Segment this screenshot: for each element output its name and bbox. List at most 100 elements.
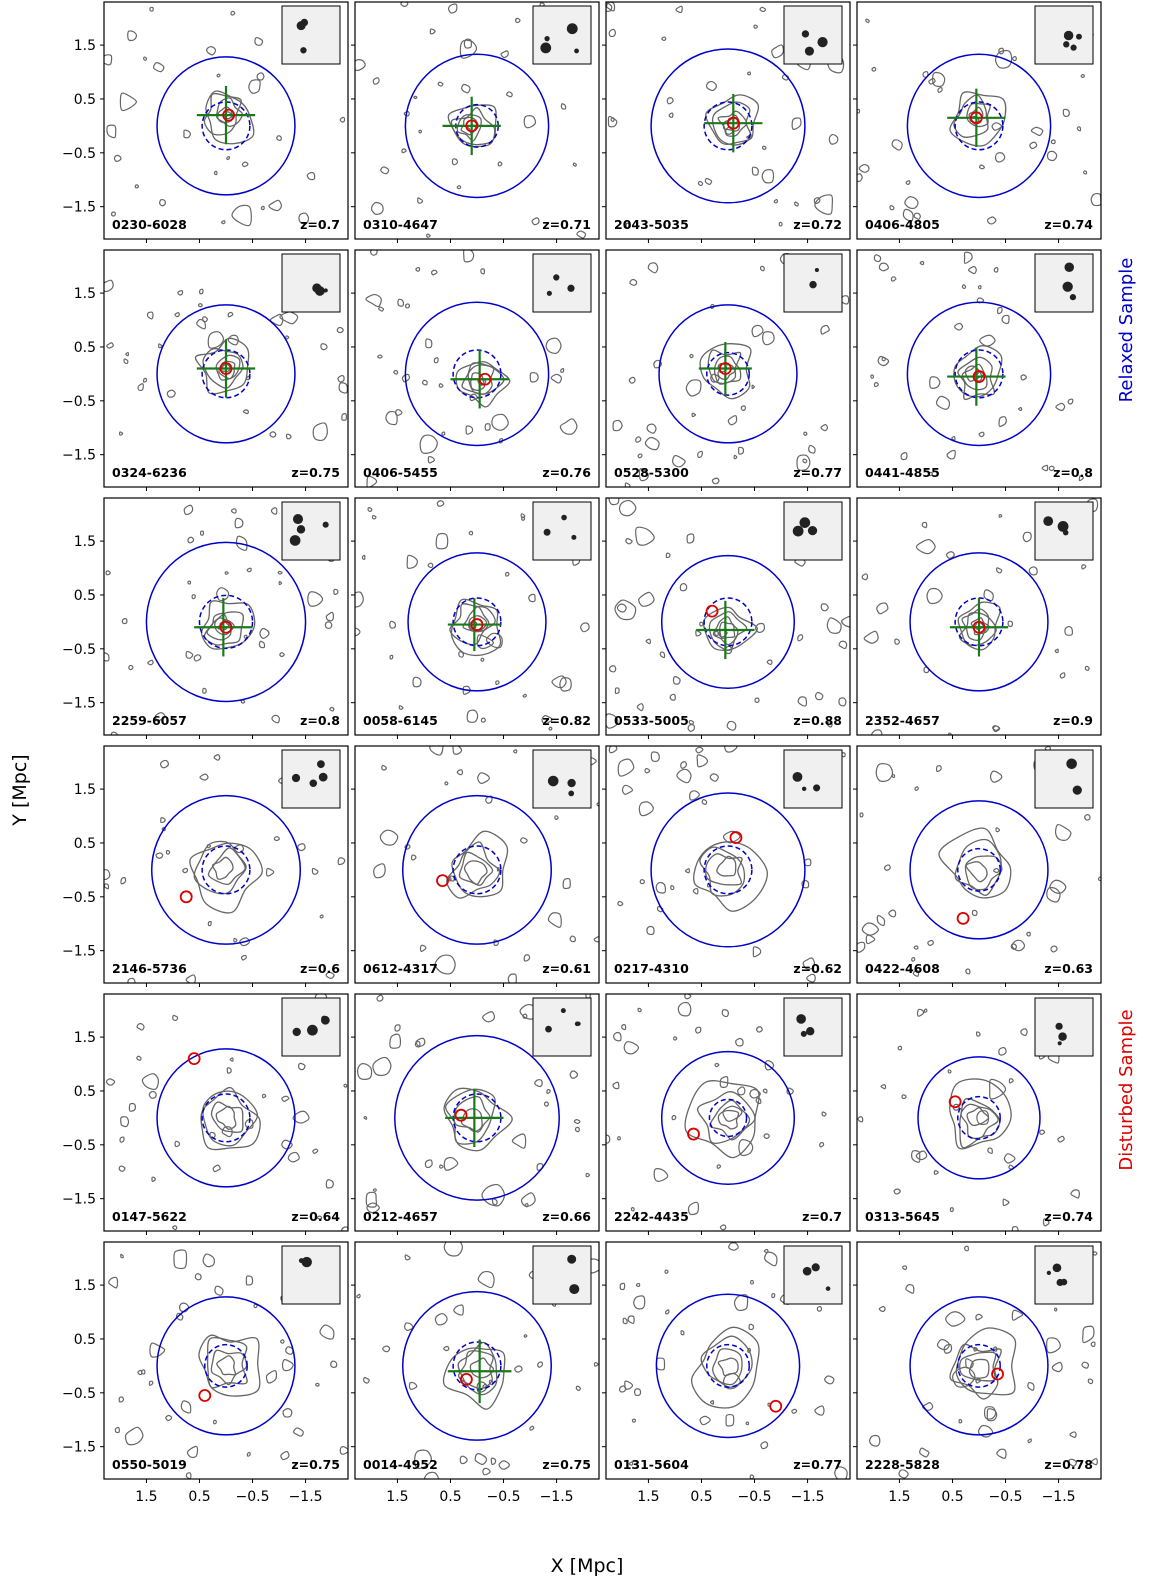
noise-contour [256,72,265,81]
emission-contour [957,601,1001,651]
emission-contour [467,364,495,395]
inset-source [1055,1022,1063,1030]
noise-contour [644,767,651,774]
y-tick-label: −1.5 [62,1192,96,1208]
core-circle [204,1343,248,1388]
noise-contour [213,170,218,176]
noise-contour [569,1070,579,1079]
noise-contour [760,1441,769,1450]
noise-contour [216,587,230,602]
y-tick-label: −0.5 [62,890,96,906]
noise-contour [148,1380,154,1386]
noise-contour [281,1095,290,1102]
noise-contour [562,877,571,890]
x-tick-label: 0.5 [439,1489,461,1505]
panel-plot-area [861,498,1099,735]
noise-contour [226,155,231,161]
noise-contour [665,1309,670,1315]
noise-contour [889,205,895,211]
inset-source [567,284,575,292]
noise-contour [613,1032,622,1042]
y-axis-label: Y [Mpc] [9,754,31,826]
noise-contour [579,622,590,633]
noise-contour [759,6,767,13]
inset-source [1057,1041,1062,1046]
cluster-panel: 0058-6145 z=0.82 [351,497,600,739]
noise-contour [146,311,154,320]
noise-contour [293,1427,304,1437]
inset-source [307,1024,318,1036]
disturbed-sample-label: Disturbed Sample [1116,1009,1137,1170]
noise-contour [870,374,875,379]
cluster-panel: 0147-5622 z=0.64 1.5 0.5 −0.5 −1.5 [62,993,349,1235]
noise-contour [921,521,928,529]
bcg-marker [729,831,743,844]
noise-contour [704,177,713,185]
panel-plot-area [606,498,850,732]
noise-contour [621,1024,627,1031]
noise-contour [498,1460,511,1470]
noise-contour [128,1102,137,1112]
noise-contour [341,413,347,421]
inset-source [321,1015,327,1022]
redshift-label: z=0.74 [1044,1209,1093,1224]
inset-image [783,5,843,65]
noise-contour [650,751,660,763]
noise-contour [410,854,417,861]
noise-contour [285,433,292,440]
redshift-label: z=0.66 [542,1209,591,1224]
noise-contour [697,450,703,458]
noise-contour [444,781,449,786]
noise-contour [259,627,270,639]
noise-contour [197,303,203,308]
emission-contour [456,114,482,142]
y-tick-label: 1.5 [74,286,96,302]
noise-contour [240,954,248,961]
noise-contour [119,92,137,112]
r500-circle [906,53,1052,199]
noise-contour [873,382,879,388]
noise-contour [574,1126,580,1133]
noise-contour [728,1242,739,1251]
noise-contour [699,621,704,627]
noise-contour [994,152,1006,163]
panel-frame [103,1,349,240]
noise-contour [759,265,765,272]
noise-contour [1030,126,1044,137]
noise-contour [105,1078,116,1086]
noise-contour [180,1400,192,1414]
cluster-name: 2259-6057 [112,713,187,728]
noise-contour [380,166,390,175]
emission-contour [450,598,502,657]
noise-contour [480,717,486,723]
cluster-name: 0528-5300 [614,465,689,480]
cluster-panel: 2242-4435 z=0.7 [602,993,851,1235]
noise-contour [297,843,306,852]
inset-source [1066,758,1077,770]
noise-contour [338,382,348,394]
noise-contour [1090,192,1101,207]
noise-contour [404,1322,414,1331]
noise-contour [637,453,643,459]
bcg-marker [198,1389,212,1402]
noise-contour [417,197,424,204]
redshift-label: z=0.77 [793,1457,842,1472]
noise-contour [521,516,526,521]
noise-contour [624,1380,634,1390]
noise-contour [325,1179,334,1189]
noise-contour [213,754,221,761]
noise-contour [1090,1458,1098,1466]
x-tick-label: −0.5 [487,1489,521,1505]
noise-contour [680,1330,685,1336]
bcg-marker [179,890,193,904]
noise-contour [670,885,675,891]
noise-contour [733,454,738,460]
y-tick-label: −1.5 [62,448,96,464]
noise-contour [996,1448,1007,1459]
emission-contour [458,1350,494,1390]
noise-contour [214,1285,224,1296]
noise-contour [474,1453,488,1466]
emission-contour [693,841,768,912]
noise-contour [958,1419,963,1424]
